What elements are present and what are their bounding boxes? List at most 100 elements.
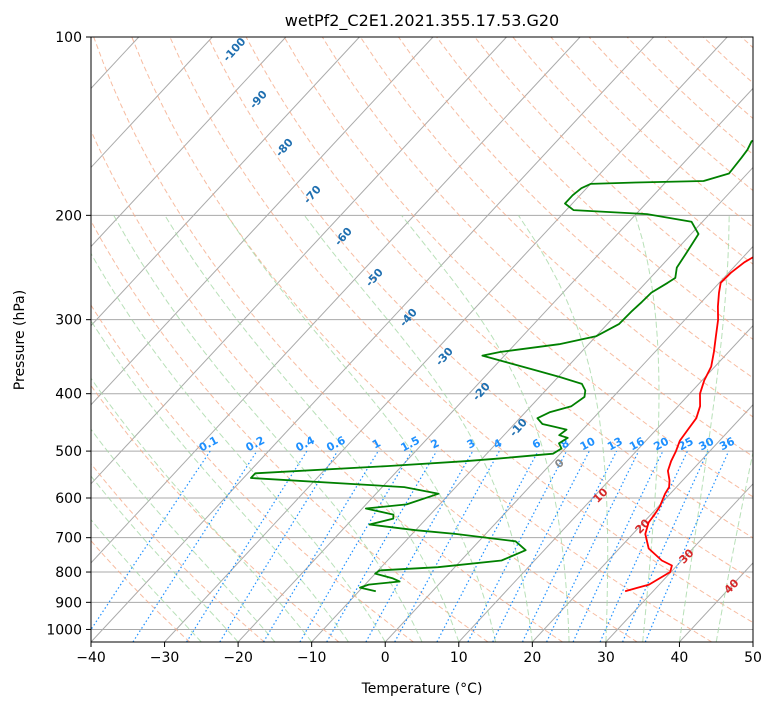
mixing-ratio-line [219, 450, 339, 642]
y-axis-label: Pressure (hPa) [12, 290, 28, 390]
y-tick-label: 1000 [46, 622, 82, 638]
isotherm [458, 324, 753, 642]
mixing-ratio-line [186, 450, 308, 642]
dry-adiabat [131, 37, 713, 642]
moist-adiabat [634, 215, 660, 642]
mixing-ratio-label: 13 [605, 435, 625, 454]
mixing-ratio-label: 10 [578, 435, 598, 454]
moist-adiabat [517, 215, 609, 642]
isotherm [605, 483, 753, 642]
dry-adiabat-label: -70 [301, 183, 324, 207]
y-tick-label: 300 [55, 313, 82, 329]
moist-adiabat [678, 215, 730, 642]
x-tick-label: −20 [223, 650, 253, 666]
mixing-ratio-line [644, 450, 730, 642]
dry-adiabat [91, 304, 414, 642]
isotherm [0, 37, 65, 642]
y-axis: 100 200 300 400 500 600 700 800 900 1000 [46, 30, 91, 638]
isotherm [237, 87, 753, 642]
isotherm [91, 37, 581, 564]
y-tick-label: 500 [55, 444, 82, 460]
moist-adiabat [91, 518, 202, 642]
dry-adiabat [169, 37, 753, 624]
mixing-ratio-label: 36 [717, 434, 737, 453]
background-lines [0, 37, 753, 642]
x-tick-label: 20 [523, 650, 541, 666]
moist-adiabat [91, 475, 239, 642]
y-tick-label: 800 [55, 565, 82, 581]
mixing-ratio-line [436, 450, 539, 642]
chart-title: wetPf2_C2E1.2021.355.17.53.G20 [285, 11, 559, 31]
x-tick-label: −30 [150, 650, 180, 666]
x-axis-label: Temperature (°C) [361, 681, 483, 697]
mixing-ratio-label: 2 [429, 436, 442, 451]
moist-adiabat [303, 214, 533, 642]
isotherm [91, 37, 213, 169]
mixing-ratio-line [91, 450, 211, 631]
dry-adiabat-label: -80 [273, 136, 296, 160]
dry-adiabat [398, 37, 753, 379]
dry-adiabat [436, 37, 753, 340]
dry-adiabat-label: -50 [363, 266, 386, 290]
dry-adiabat-label: -60 [332, 225, 355, 249]
mixing-ratio-label: 4 [491, 436, 504, 451]
isotherm [91, 37, 287, 248]
isotherm [91, 37, 360, 327]
dry-adiabat [702, 37, 753, 84]
mixing-ratio-line [262, 450, 379, 642]
dry-adiabat-label: -20 [470, 380, 493, 404]
mixing-ratio-line [492, 450, 590, 642]
dry-adiabat-label: -90 [247, 88, 270, 112]
isotherm [91, 37, 655, 642]
y-tick-label: 700 [55, 531, 82, 547]
mixing-ratio-line [132, 450, 258, 642]
moist-adiabat [164, 215, 460, 642]
mixing-ratio-line [622, 450, 709, 642]
isotherm [679, 562, 753, 642]
x-tick-label: −10 [297, 650, 327, 666]
isotherm [91, 37, 507, 485]
dry-adiabat [321, 37, 753, 458]
moist-adiabat-label: 0 [552, 456, 567, 471]
x-tick-label: 0 [381, 650, 390, 666]
dry-adiabat [93, 37, 638, 642]
dry-adiabat [91, 539, 191, 642]
mixing-ratio-line [572, 450, 664, 642]
mixing-ratio-label: 30 [697, 435, 717, 454]
dry-adiabat-label: -30 [433, 345, 456, 369]
mixing-ratio-line [299, 450, 413, 642]
y-tick-label: 400 [55, 387, 82, 403]
dry-adiabat [512, 37, 753, 265]
moist-adiabat [91, 377, 313, 642]
x-axis: −40 −30 −20 −10 0 10 20 30 40 50 [76, 642, 762, 666]
isotherm [531, 403, 753, 642]
moist-adiabat [91, 252, 386, 642]
plot-frame [90, 36, 754, 643]
mixing-ratio-label: 16 [627, 435, 647, 454]
moist-adiabat [91, 320, 349, 642]
dry-adiabat [283, 37, 753, 498]
mixing-ratio-line [599, 450, 689, 642]
mixing-ratio-label: 20 [651, 435, 671, 454]
dry-adiabat-label: -100 [220, 35, 248, 64]
x-tick-label: −40 [76, 650, 106, 666]
moist-adiabat-label: 20 [633, 516, 653, 536]
moist-adiabat-label: 10 [591, 485, 611, 505]
dry-adiabat [91, 384, 340, 642]
isotherm [384, 245, 753, 642]
dry-adiabat-label: -10 [507, 416, 530, 440]
y-tick-label: 200 [55, 208, 82, 224]
y-tick-label: 900 [55, 595, 82, 611]
x-tick-label: 40 [671, 650, 689, 666]
dry-adiabat [359, 37, 753, 418]
moist-adiabat [91, 428, 276, 642]
isotherm [91, 37, 434, 406]
isotherm [164, 37, 728, 642]
temperature-profile-line [624, 256, 753, 593]
dry-adiabat [741, 37, 753, 49]
y-tick-label: 600 [55, 491, 82, 507]
dry-adiabat [91, 129, 563, 642]
moist-adiabat [401, 214, 570, 642]
dry-adiabat [245, 37, 753, 539]
